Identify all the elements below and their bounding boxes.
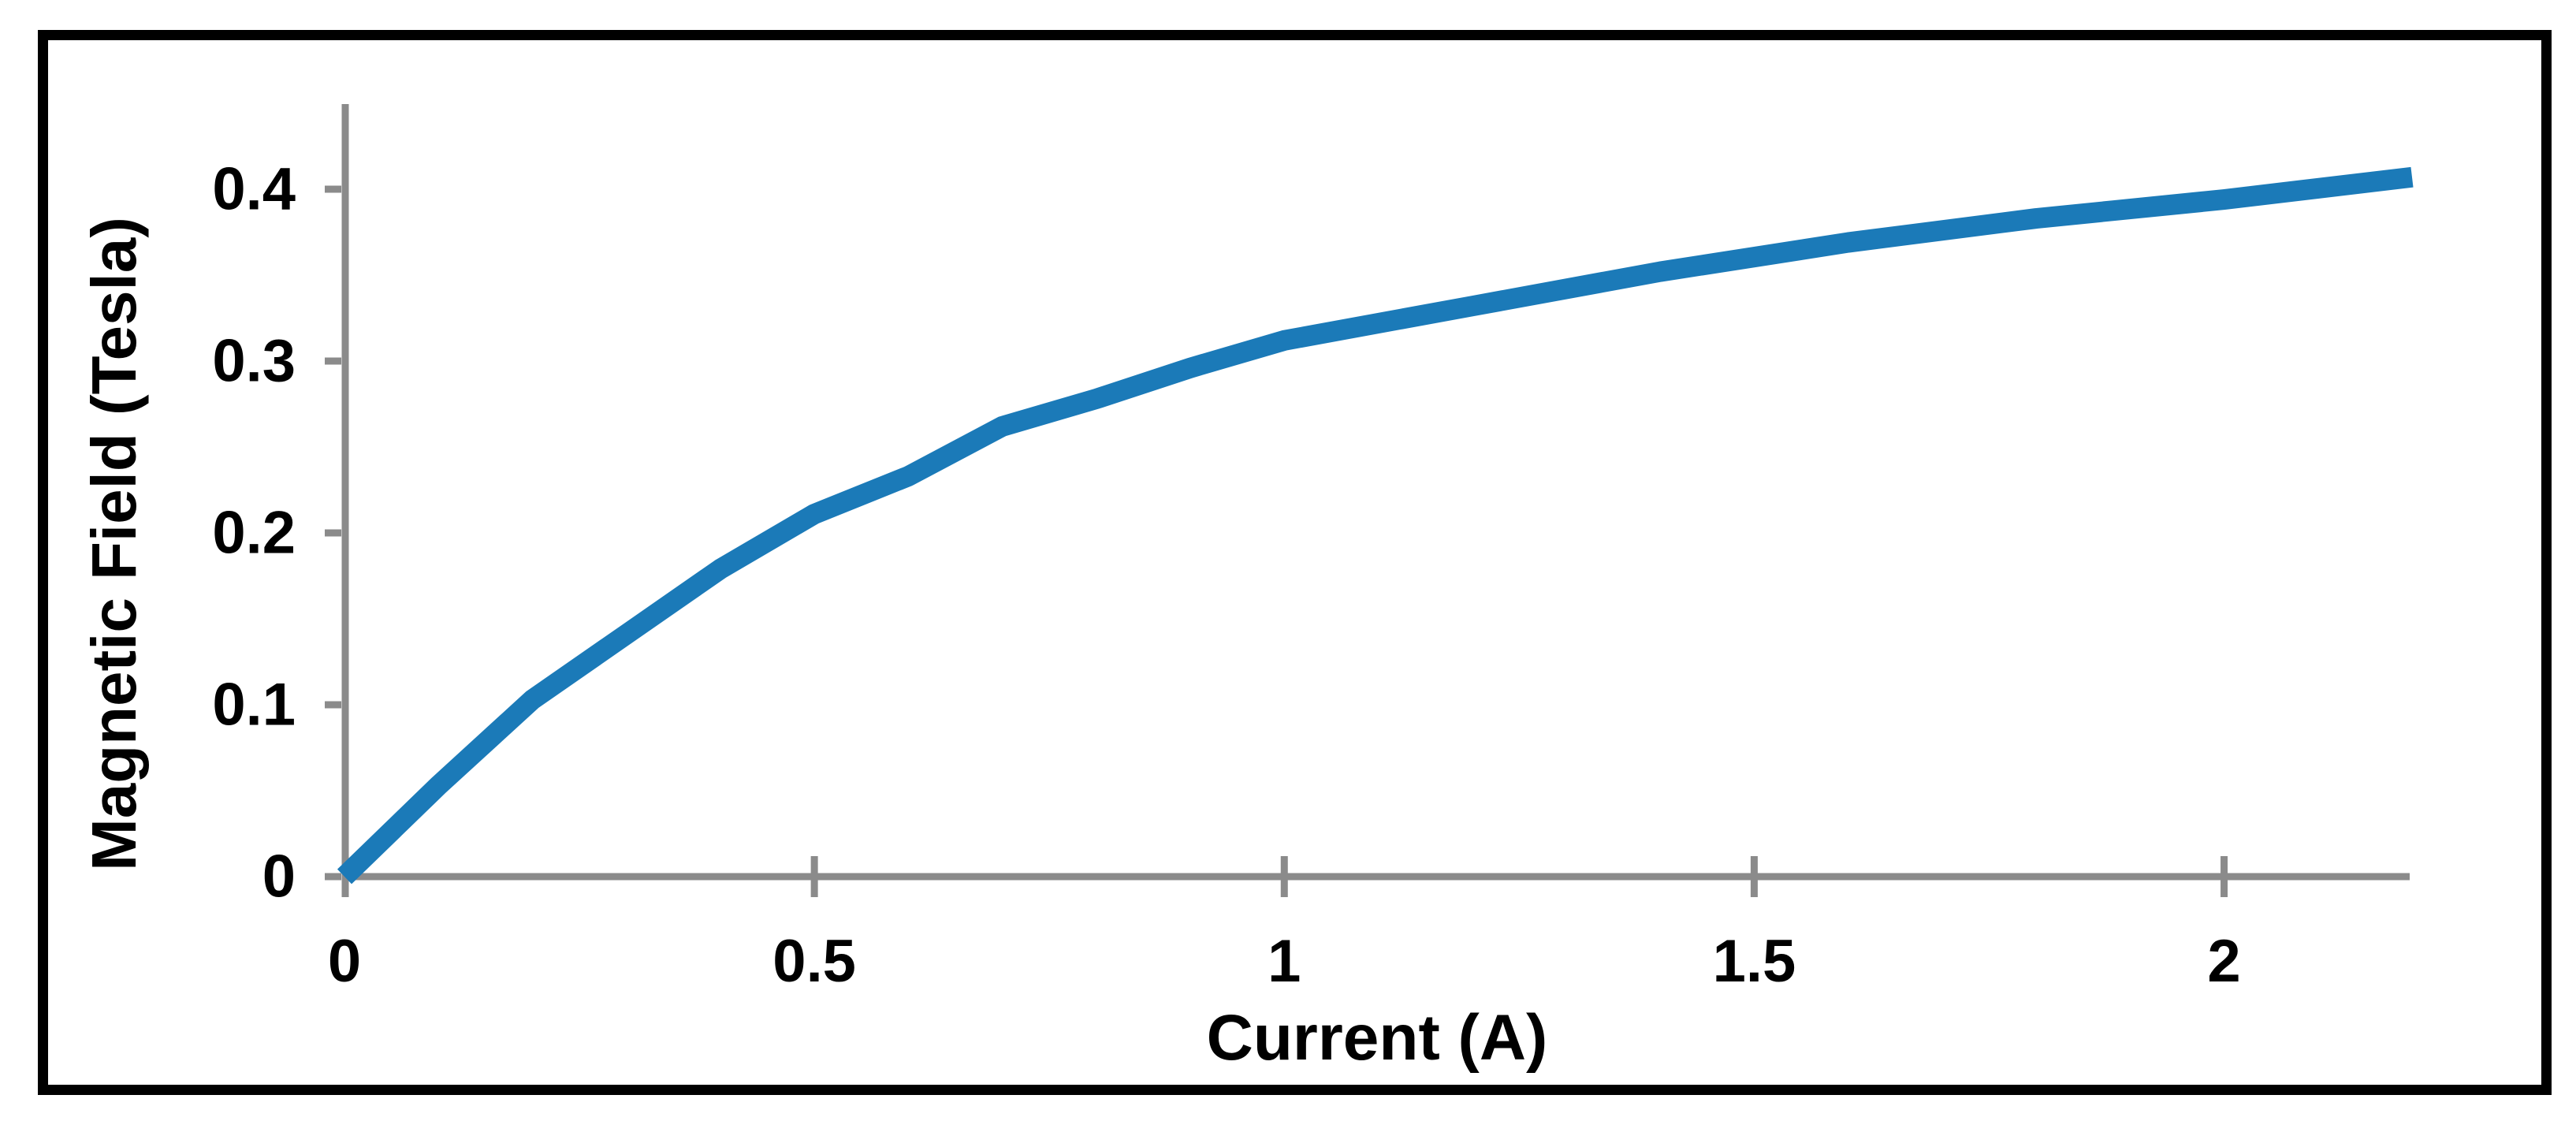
- y-tick-label: 0.1: [212, 672, 296, 739]
- y-tick-label: 0.2: [212, 500, 296, 567]
- x-axis-title: Current (A): [1207, 1002, 1548, 1074]
- axes-layer: 0 0.1 0.2 0.3 0.4 0 0.5 1 1.5 2: [212, 104, 2410, 995]
- x-tick-label: 1.5: [1713, 928, 1796, 995]
- magnetic-field-curve: [337, 166, 2414, 885]
- x-tick-label: 0: [328, 928, 361, 995]
- y-tick-label: 0.3: [212, 328, 296, 395]
- y-tick-label: 0.4: [212, 156, 296, 223]
- x-tick-label: 1: [1268, 928, 1301, 995]
- x-tick-label: 2: [2207, 928, 2240, 995]
- x-tick-label: 0.5: [772, 928, 856, 995]
- y-tick-label: 0: [262, 844, 296, 911]
- y-axis-title: Magnetic Field (Tesla): [79, 217, 149, 871]
